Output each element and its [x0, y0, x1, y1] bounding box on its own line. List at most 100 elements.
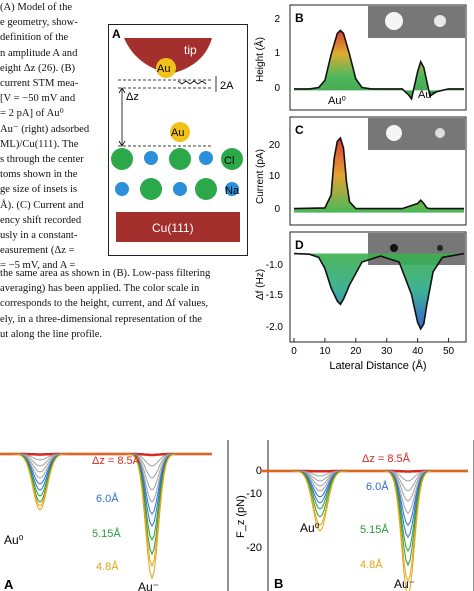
panel-b-annot-au0: Au⁰	[328, 95, 346, 107]
caption-top-line: usly in a constant-	[0, 230, 78, 242]
cu-substrate-label: Cu(111)	[152, 221, 194, 235]
panel-c-inset	[368, 118, 465, 150]
panel-b-ylabel: Height (Å)	[253, 37, 266, 82]
panel-c-ytick-10: 10	[269, 171, 281, 182]
br-ytick-0: 0	[256, 465, 262, 477]
panel-b-label: B	[295, 11, 304, 25]
caption-bottom-line: corresponds to the height, current, and …	[0, 298, 209, 310]
caption-top-line: (A) Model of the	[0, 2, 73, 13]
bl-curve	[0, 453, 212, 568]
br-curve	[260, 470, 468, 514]
br-curve	[260, 470, 468, 526]
panel-a-schematic: A tip Au 2A Δz Au Cl Na Cu(111)	[108, 24, 248, 256]
amplitude-zigzag	[177, 80, 207, 85]
caption-top-line: [V = −50 mV and	[0, 93, 76, 105]
bottom-left-frame	[227, 440, 229, 591]
amplitude-label: 2A	[220, 80, 234, 92]
panel-d-label: D	[295, 238, 304, 252]
panel-b-annot-au-: Au⁻	[418, 89, 437, 101]
bl-dz-mid: 6.0Å	[96, 492, 119, 505]
br-ylabel: F_z (pN)	[235, 495, 247, 538]
br-dz-mid: 6.0Å	[366, 480, 389, 493]
xtick-label: 10	[319, 346, 331, 357]
nacl-layer	[111, 148, 243, 200]
bl-annot-au-: Au⁻	[138, 580, 159, 591]
caption-bottom-line: averaging) has been applied. The color s…	[0, 283, 200, 295]
caption-top-line: = −5 mV, and A =	[0, 260, 76, 272]
current-profile-line	[293, 136, 464, 210]
br-curve	[260, 470, 468, 482]
xtick-label: 0	[291, 346, 297, 357]
df-profile-area	[294, 253, 464, 329]
cu-substrate	[116, 212, 240, 242]
br-curve	[260, 470, 468, 502]
panel-d-ytick-1: -1.0	[266, 260, 284, 271]
caption-top-line: n amplitude A and	[0, 47, 78, 59]
bl-curve	[0, 453, 212, 580]
br-curve	[260, 470, 468, 553]
caption-top-line: = 2 pA] of Au⁰	[0, 108, 64, 120]
panel-d-ylabel: Δf (Hz)	[255, 269, 266, 300]
br-dz-top: Δz = 8.5Å	[362, 452, 411, 465]
adatom-au-label: Au	[171, 127, 184, 139]
panel-d-xticks: 0 10 20 30 40 50	[291, 338, 455, 357]
br-annot-au0: Au⁰	[300, 521, 320, 535]
panels-bcd: B Height (Å) 2 1 0 Au⁰ Au⁻ C Current (pA…	[253, 4, 467, 372]
tip-label: tip	[184, 43, 197, 57]
caption-top-line: ge size of insets is	[0, 184, 78, 196]
br-curve	[260, 470, 468, 492]
inset-c-au0	[386, 125, 402, 141]
panel-c-ylabel: Current (pA)	[255, 149, 266, 204]
caption-top-line: toms shown in the	[0, 169, 78, 181]
panel-b-inset	[368, 6, 465, 38]
cl-label: Cl	[224, 155, 234, 167]
tip-shape	[124, 38, 212, 74]
bottom-right-panel: F_z (pN) 0 -10 -20 Δz = 8.5Å 6.0Å 5.15Å …	[235, 440, 474, 591]
caption-top-line: easurement (Δz =	[0, 245, 75, 257]
panel-b-ytick-2: 2	[274, 14, 280, 25]
figure-caption-top: (A) Model of the e geometry, show-definit…	[0, 0, 112, 274]
xtick-label: 50	[443, 346, 455, 357]
panel-d-ytick-2: -2.0	[266, 322, 284, 333]
br-curve	[260, 470, 468, 567]
caption-bottom-line: ut along the line profile.	[0, 328, 103, 340]
caption-bottom-line: the same area as shown in (B). Low-pass …	[0, 268, 211, 279]
caption-bottom-line: ely, in a three-dimensional representati…	[0, 313, 202, 325]
panel-b: B Height (Å) 2 1 0 Au⁰ Au⁻	[253, 4, 467, 111]
bl-dz-top: Δz = 8.5Å	[92, 454, 141, 467]
br-annot-au-: Au⁻	[394, 577, 415, 591]
br-ytick-20: -20	[246, 542, 262, 554]
inset-c-au-	[435, 128, 445, 138]
height-profile-area	[294, 30, 464, 99]
panel-b-ytick-1: 1	[274, 48, 280, 59]
panel-b-ytick-0: 0	[274, 83, 280, 94]
inset-d-au-	[437, 245, 443, 251]
br-label: B	[274, 576, 283, 591]
panel-a-label: A	[112, 27, 121, 41]
br-curve	[260, 470, 468, 591]
panel-c-label: C	[295, 123, 304, 137]
figure-caption-bottom: the same area as shown in (B). Low-pass …	[0, 266, 268, 342]
panel-d-ytick-1-5: -1.5	[266, 290, 284, 301]
caption-top-line: eight Δz (26). (B)	[0, 62, 76, 74]
bl-dz-low: 5.15Å	[92, 527, 121, 540]
inset-b-au0	[385, 12, 403, 30]
bottom-right-frame	[267, 440, 474, 591]
caption-top-line: ML)/Cu(111). The	[0, 138, 79, 150]
bottom-left-panel: Δz = 8.5Å 6.0Å 5.15Å 4.8Å Au⁰ Au⁻ A	[0, 440, 229, 591]
panel-c-ytick-20: 20	[269, 140, 281, 151]
xtick-label: 30	[381, 346, 393, 357]
caption-top-line: Au⁻ (right) adsorbed	[0, 123, 90, 135]
panel-c-ytick-0: 0	[274, 204, 280, 215]
caption-top-line: definition of the	[0, 32, 69, 44]
br-ytick-10: -10	[246, 488, 262, 500]
xtick-label: 20	[350, 346, 362, 357]
tip-au-atom	[156, 58, 176, 78]
inset-b-au-	[434, 15, 446, 27]
caption-top-line: e geometry, show-	[0, 17, 78, 29]
adatom-au	[170, 122, 190, 142]
height-profile-line	[294, 29, 464, 101]
tip-au-label: Au	[157, 63, 170, 75]
caption-top-line: s through the center	[0, 154, 84, 166]
df-profile-line	[293, 252, 465, 331]
